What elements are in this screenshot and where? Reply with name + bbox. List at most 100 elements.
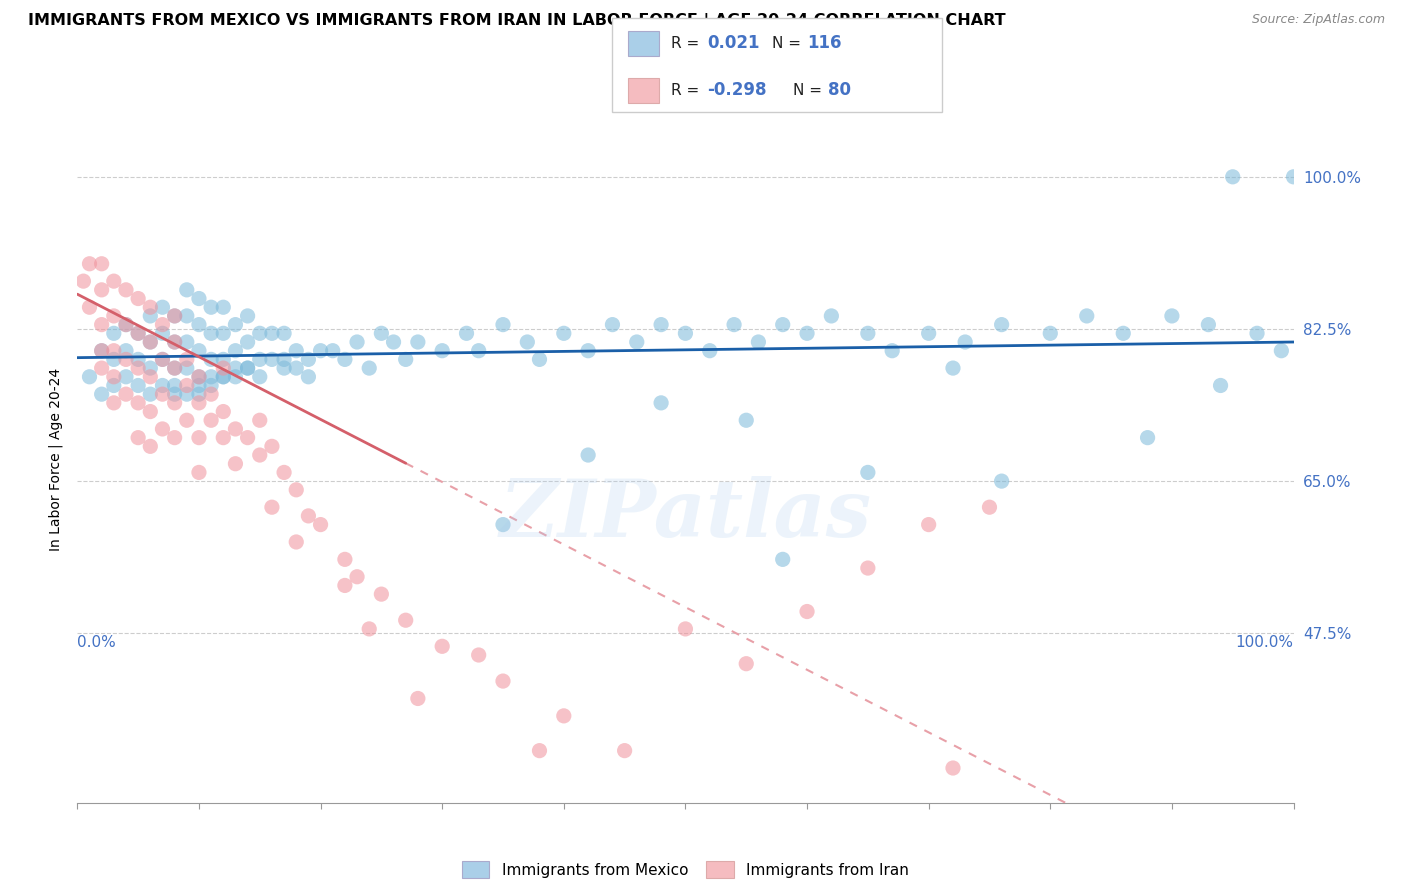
Point bbox=[224, 361, 246, 376]
Point bbox=[1136, 431, 1159, 445]
Point bbox=[163, 334, 186, 349]
Point bbox=[200, 326, 222, 341]
Point bbox=[430, 343, 453, 358]
Point bbox=[285, 343, 308, 358]
Point bbox=[103, 396, 125, 410]
Point bbox=[990, 474, 1012, 488]
Point bbox=[576, 448, 599, 462]
Point bbox=[188, 292, 211, 306]
Point bbox=[918, 517, 941, 532]
Point bbox=[273, 361, 295, 376]
Point bbox=[333, 352, 356, 367]
Point bbox=[249, 448, 271, 462]
Point bbox=[152, 326, 174, 341]
Point bbox=[163, 396, 186, 410]
Point bbox=[1112, 326, 1135, 341]
Point bbox=[90, 283, 112, 297]
Point bbox=[188, 431, 211, 445]
Point bbox=[176, 387, 198, 401]
Point bbox=[176, 283, 198, 297]
Point bbox=[152, 300, 174, 314]
Y-axis label: In Labor Force | Age 20-24: In Labor Force | Age 20-24 bbox=[49, 368, 63, 551]
Point bbox=[285, 483, 308, 497]
Point bbox=[90, 343, 112, 358]
Point bbox=[395, 352, 418, 367]
Point bbox=[127, 352, 149, 367]
Point bbox=[139, 361, 162, 376]
Point bbox=[650, 318, 672, 332]
Point bbox=[856, 326, 879, 341]
Point bbox=[236, 431, 259, 445]
Point bbox=[224, 318, 246, 332]
Point bbox=[297, 369, 319, 384]
Point bbox=[212, 361, 235, 376]
Point bbox=[820, 309, 842, 323]
Text: N =: N = bbox=[772, 36, 806, 51]
Point bbox=[115, 343, 138, 358]
Point bbox=[273, 326, 295, 341]
Point bbox=[188, 318, 211, 332]
Point bbox=[224, 457, 246, 471]
Point bbox=[115, 369, 138, 384]
Point bbox=[163, 334, 186, 349]
Point bbox=[188, 378, 211, 392]
Point bbox=[456, 326, 478, 341]
Point bbox=[918, 326, 941, 341]
Point bbox=[953, 334, 976, 349]
Point bbox=[224, 369, 246, 384]
Point bbox=[163, 309, 186, 323]
Point bbox=[406, 334, 429, 349]
Point bbox=[249, 326, 271, 341]
Point bbox=[626, 334, 648, 349]
Point bbox=[249, 413, 271, 427]
Point bbox=[370, 587, 392, 601]
Point bbox=[200, 300, 222, 314]
Point bbox=[200, 378, 222, 392]
Point bbox=[553, 709, 575, 723]
Point bbox=[139, 334, 162, 349]
Point bbox=[163, 387, 186, 401]
Point bbox=[297, 508, 319, 523]
Text: IMMIGRANTS FROM MEXICO VS IMMIGRANTS FROM IRAN IN LABOR FORCE | AGE 20-24 CORREL: IMMIGRANTS FROM MEXICO VS IMMIGRANTS FRO… bbox=[28, 13, 1005, 29]
Point bbox=[613, 744, 636, 758]
Point bbox=[333, 552, 356, 566]
Point bbox=[297, 352, 319, 367]
Point bbox=[322, 343, 344, 358]
Point bbox=[212, 369, 235, 384]
Point bbox=[273, 352, 295, 367]
Point bbox=[1161, 309, 1184, 323]
Point bbox=[115, 352, 138, 367]
Point bbox=[79, 300, 101, 314]
Point bbox=[127, 326, 149, 341]
Point bbox=[115, 318, 138, 332]
Text: 0.0%: 0.0% bbox=[77, 634, 117, 649]
Point bbox=[212, 404, 235, 418]
Point bbox=[359, 622, 381, 636]
Point bbox=[735, 413, 758, 427]
Point bbox=[163, 361, 186, 376]
Point bbox=[176, 309, 198, 323]
Point bbox=[152, 352, 174, 367]
Point bbox=[249, 352, 271, 367]
Point bbox=[516, 334, 538, 349]
Point bbox=[309, 517, 332, 532]
Point bbox=[212, 300, 235, 314]
Text: ZIPatlas: ZIPatlas bbox=[499, 475, 872, 553]
Point bbox=[90, 361, 112, 376]
Point bbox=[139, 300, 162, 314]
Text: R =: R = bbox=[671, 83, 704, 97]
Point bbox=[188, 396, 211, 410]
Point bbox=[856, 561, 879, 575]
Point bbox=[882, 343, 904, 358]
Point bbox=[127, 326, 149, 341]
Point bbox=[152, 387, 174, 401]
Point bbox=[200, 413, 222, 427]
Point bbox=[212, 369, 235, 384]
Point bbox=[176, 413, 198, 427]
Point bbox=[285, 535, 308, 549]
Point bbox=[127, 292, 149, 306]
Point bbox=[382, 334, 405, 349]
Point bbox=[370, 326, 392, 341]
Point bbox=[176, 361, 198, 376]
Point bbox=[406, 691, 429, 706]
